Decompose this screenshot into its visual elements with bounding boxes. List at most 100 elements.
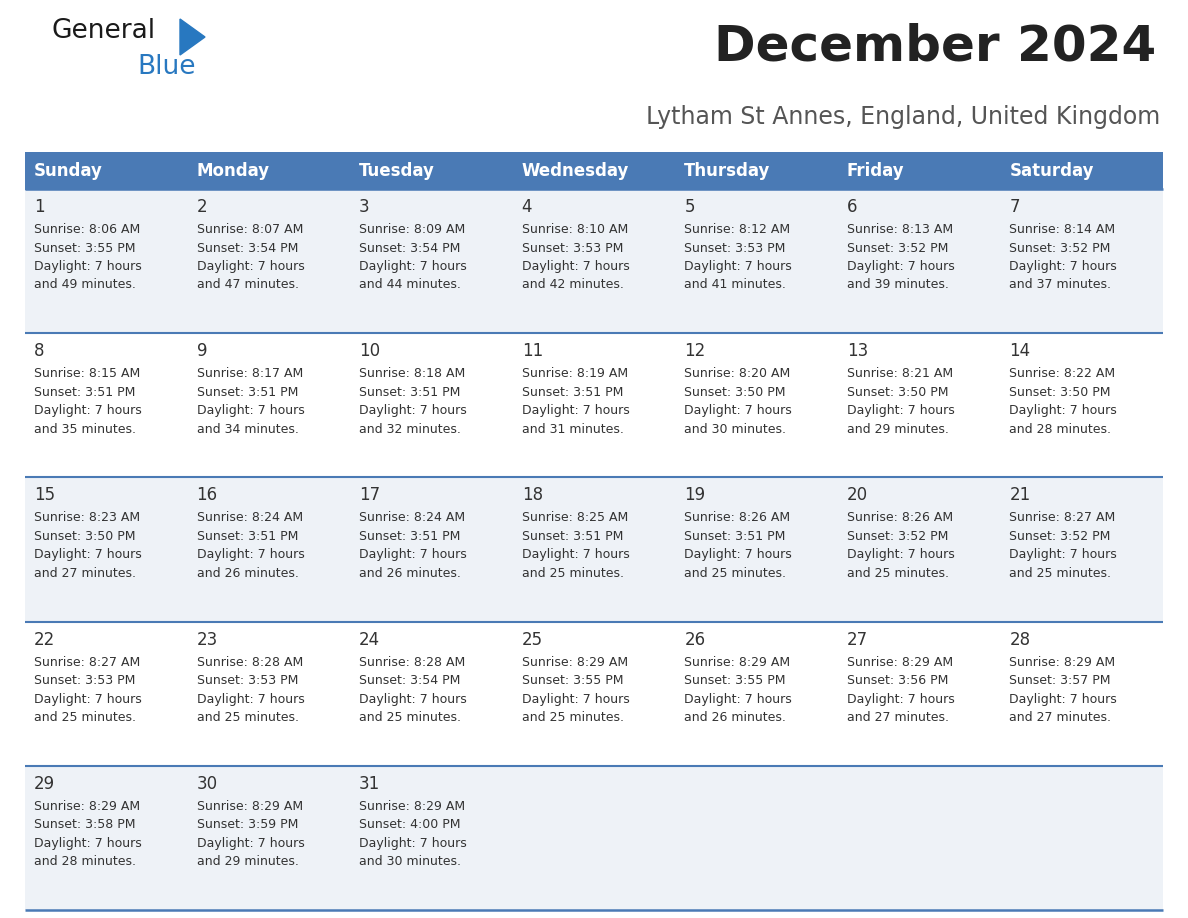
Text: 16: 16 — [196, 487, 217, 504]
Text: Saturday: Saturday — [1010, 162, 1094, 180]
Bar — [25, 333, 1163, 477]
Text: 17: 17 — [359, 487, 380, 504]
Text: Sunrise: 8:13 AM: Sunrise: 8:13 AM — [847, 223, 953, 236]
Text: Sunrise: 8:27 AM: Sunrise: 8:27 AM — [34, 655, 140, 668]
Text: Sunrise: 8:29 AM: Sunrise: 8:29 AM — [359, 800, 466, 812]
Text: Friday: Friday — [847, 162, 904, 180]
Text: Sunset: 3:55 PM: Sunset: 3:55 PM — [34, 241, 135, 254]
Text: Daylight: 7 hours: Daylight: 7 hours — [684, 260, 792, 273]
Text: Sunrise: 8:26 AM: Sunrise: 8:26 AM — [684, 511, 790, 524]
Text: Daylight: 7 hours: Daylight: 7 hours — [522, 260, 630, 273]
Text: Sunset: 3:52 PM: Sunset: 3:52 PM — [847, 241, 948, 254]
Text: Sunset: 3:53 PM: Sunset: 3:53 PM — [34, 674, 135, 687]
Bar — [350, 152, 513, 189]
Text: Daylight: 7 hours: Daylight: 7 hours — [196, 260, 304, 273]
Text: and 25 minutes.: and 25 minutes. — [684, 567, 786, 580]
Text: Sunset: 3:54 PM: Sunset: 3:54 PM — [196, 241, 298, 254]
Text: 8: 8 — [34, 342, 44, 360]
Text: Daylight: 7 hours: Daylight: 7 hours — [196, 692, 304, 706]
Text: Sunset: 3:52 PM: Sunset: 3:52 PM — [847, 530, 948, 543]
Text: Daylight: 7 hours: Daylight: 7 hours — [522, 404, 630, 417]
Text: Daylight: 7 hours: Daylight: 7 hours — [34, 548, 141, 562]
Bar — [25, 189, 1163, 333]
Text: and 25 minutes.: and 25 minutes. — [1010, 567, 1112, 580]
Text: and 27 minutes.: and 27 minutes. — [34, 567, 135, 580]
Text: Sunset: 3:50 PM: Sunset: 3:50 PM — [847, 386, 948, 398]
Text: and 26 minutes.: and 26 minutes. — [359, 567, 461, 580]
Text: and 41 minutes.: and 41 minutes. — [684, 278, 786, 292]
Bar — [25, 766, 1163, 910]
Text: 26: 26 — [684, 631, 706, 649]
Text: General: General — [52, 18, 156, 44]
Text: Sunrise: 8:12 AM: Sunrise: 8:12 AM — [684, 223, 790, 236]
Text: Daylight: 7 hours: Daylight: 7 hours — [522, 548, 630, 562]
Text: and 27 minutes.: and 27 minutes. — [1010, 711, 1112, 724]
Text: Daylight: 7 hours: Daylight: 7 hours — [1010, 404, 1117, 417]
Text: Tuesday: Tuesday — [359, 162, 435, 180]
Text: Daylight: 7 hours: Daylight: 7 hours — [359, 260, 467, 273]
Bar — [675, 152, 838, 189]
Text: Sunset: 3:54 PM: Sunset: 3:54 PM — [359, 674, 461, 687]
Text: Sunday: Sunday — [34, 162, 103, 180]
Text: Monday: Monday — [196, 162, 270, 180]
Text: Sunset: 3:58 PM: Sunset: 3:58 PM — [34, 818, 135, 832]
Text: Sunrise: 8:24 AM: Sunrise: 8:24 AM — [359, 511, 466, 524]
Text: 14: 14 — [1010, 342, 1030, 360]
Text: and 39 minutes.: and 39 minutes. — [847, 278, 949, 292]
Text: Wednesday: Wednesday — [522, 162, 630, 180]
Text: and 35 minutes.: and 35 minutes. — [34, 422, 135, 436]
Text: Sunset: 3:54 PM: Sunset: 3:54 PM — [359, 241, 461, 254]
Text: Sunrise: 8:17 AM: Sunrise: 8:17 AM — [196, 367, 303, 380]
Text: 28: 28 — [1010, 631, 1030, 649]
Text: Sunset: 3:59 PM: Sunset: 3:59 PM — [196, 818, 298, 832]
Text: Sunset: 3:52 PM: Sunset: 3:52 PM — [1010, 241, 1111, 254]
Text: Sunrise: 8:09 AM: Sunrise: 8:09 AM — [359, 223, 466, 236]
Text: Sunset: 3:52 PM: Sunset: 3:52 PM — [1010, 530, 1111, 543]
Text: Sunset: 3:50 PM: Sunset: 3:50 PM — [34, 530, 135, 543]
Text: Sunset: 3:53 PM: Sunset: 3:53 PM — [522, 241, 623, 254]
Text: Sunset: 3:50 PM: Sunset: 3:50 PM — [1010, 386, 1111, 398]
Text: 13: 13 — [847, 342, 868, 360]
Text: 27: 27 — [847, 631, 868, 649]
Text: and 30 minutes.: and 30 minutes. — [359, 856, 461, 868]
Text: Daylight: 7 hours: Daylight: 7 hours — [34, 837, 141, 850]
Text: Sunrise: 8:29 AM: Sunrise: 8:29 AM — [1010, 655, 1116, 668]
Text: 29: 29 — [34, 775, 55, 793]
Text: 18: 18 — [522, 487, 543, 504]
Text: 19: 19 — [684, 487, 706, 504]
Text: December 2024: December 2024 — [714, 22, 1156, 70]
Text: and 25 minutes.: and 25 minutes. — [359, 711, 461, 724]
Text: Daylight: 7 hours: Daylight: 7 hours — [359, 837, 467, 850]
Text: 31: 31 — [359, 775, 380, 793]
Text: Daylight: 7 hours: Daylight: 7 hours — [34, 260, 141, 273]
Text: and 25 minutes.: and 25 minutes. — [34, 711, 135, 724]
Text: Daylight: 7 hours: Daylight: 7 hours — [359, 548, 467, 562]
Text: Sunrise: 8:15 AM: Sunrise: 8:15 AM — [34, 367, 140, 380]
Text: and 47 minutes.: and 47 minutes. — [196, 278, 298, 292]
Text: Sunrise: 8:24 AM: Sunrise: 8:24 AM — [196, 511, 303, 524]
Text: Daylight: 7 hours: Daylight: 7 hours — [847, 548, 955, 562]
Text: Sunrise: 8:22 AM: Sunrise: 8:22 AM — [1010, 367, 1116, 380]
Text: Daylight: 7 hours: Daylight: 7 hours — [1010, 260, 1117, 273]
Text: Daylight: 7 hours: Daylight: 7 hours — [847, 692, 955, 706]
Bar — [25, 477, 1163, 621]
Text: and 44 minutes.: and 44 minutes. — [359, 278, 461, 292]
Text: Sunset: 3:53 PM: Sunset: 3:53 PM — [196, 674, 298, 687]
Text: and 27 minutes.: and 27 minutes. — [847, 711, 949, 724]
Text: 15: 15 — [34, 487, 55, 504]
Text: Sunrise: 8:19 AM: Sunrise: 8:19 AM — [522, 367, 627, 380]
Text: Sunrise: 8:07 AM: Sunrise: 8:07 AM — [196, 223, 303, 236]
Text: Daylight: 7 hours: Daylight: 7 hours — [1010, 548, 1117, 562]
Text: and 28 minutes.: and 28 minutes. — [34, 856, 135, 868]
Text: Daylight: 7 hours: Daylight: 7 hours — [847, 260, 955, 273]
Text: 20: 20 — [847, 487, 868, 504]
Text: 25: 25 — [522, 631, 543, 649]
Text: Sunrise: 8:20 AM: Sunrise: 8:20 AM — [684, 367, 790, 380]
Text: Daylight: 7 hours: Daylight: 7 hours — [684, 692, 792, 706]
Text: 11: 11 — [522, 342, 543, 360]
Text: 6: 6 — [847, 198, 858, 216]
Text: 10: 10 — [359, 342, 380, 360]
Text: Thursday: Thursday — [684, 162, 771, 180]
Text: and 34 minutes.: and 34 minutes. — [196, 422, 298, 436]
Text: Sunrise: 8:18 AM: Sunrise: 8:18 AM — [359, 367, 466, 380]
